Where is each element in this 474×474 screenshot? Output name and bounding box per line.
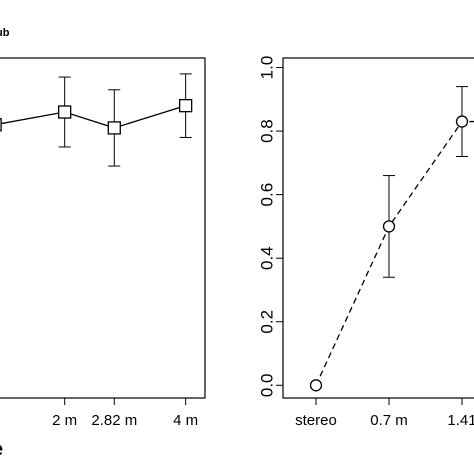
plot-area <box>309 86 474 392</box>
x-tick-label: 2.82 m <box>91 412 137 429</box>
axes: 2 m 2.82 m 4 m stereo 0.7 m 1.41 0.0 0.2 0.4 0.6 0… <box>52 56 474 429</box>
x-tick-label: stereo <box>295 412 337 429</box>
marker <box>58 105 72 119</box>
x-axis-label: e <box>0 438 3 460</box>
plot-frame <box>0 57 206 399</box>
marker <box>309 379 323 392</box>
y-tick-label: 1.0 <box>257 56 276 80</box>
plot-frame <box>282 57 474 399</box>
marker <box>0 118 2 132</box>
y-tick-label: 0.0 <box>257 373 276 397</box>
marker <box>455 115 469 128</box>
x-tick-label: 2 m <box>52 412 77 429</box>
marker <box>107 121 121 135</box>
data-line <box>0 105 186 129</box>
panel-title: ub <box>0 27 10 39</box>
marker <box>178 99 193 113</box>
x-tick-label: 1.41 <box>447 412 474 429</box>
plot-area <box>0 73 193 167</box>
y-tick-label: 0.6 <box>257 183 276 207</box>
data-line <box>315 120 474 386</box>
marker <box>382 220 396 233</box>
x-tick-label: 0.7 m <box>370 412 408 429</box>
y-tick-label: 0.2 <box>257 310 276 334</box>
y-tick-label: 0.4 <box>257 246 276 270</box>
y-tick-label: 0.8 <box>257 119 276 143</box>
x-tick-label: 4 m <box>173 412 198 429</box>
